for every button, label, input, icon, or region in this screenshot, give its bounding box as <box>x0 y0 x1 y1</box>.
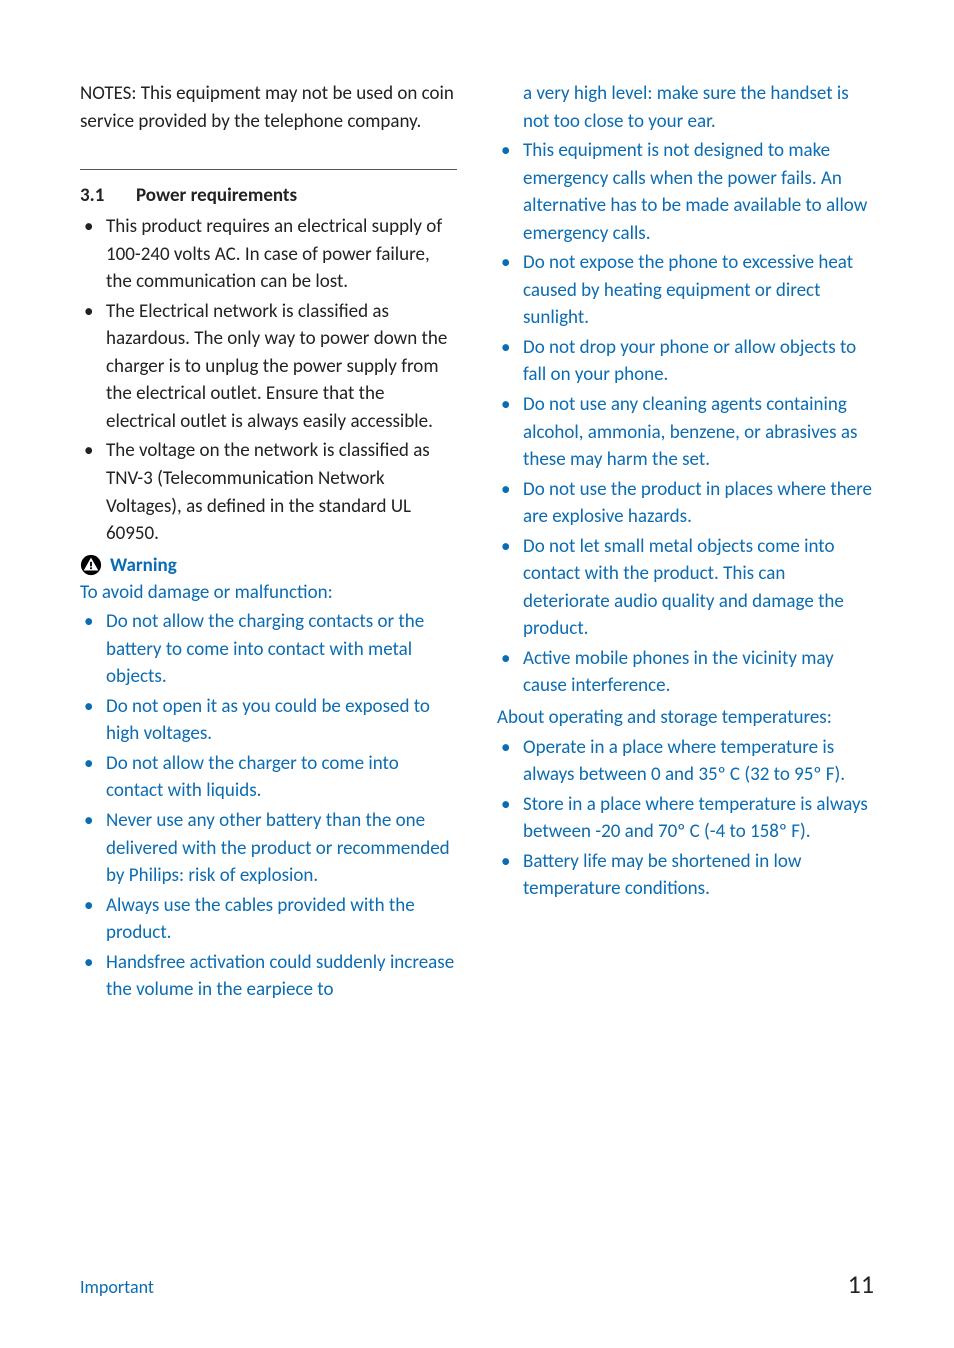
list-item: Battery life may be shortened in low tem… <box>497 848 874 903</box>
list-item: The voltage on the network is classified… <box>80 437 457 547</box>
footer-section-label: Important <box>80 1276 154 1298</box>
storage-heading: About operating and storage temperatures… <box>497 704 874 732</box>
warning-list-col2: This equipment is not designed to make e… <box>497 137 874 702</box>
list-item: Active mobile phones in the vicinity may… <box>497 645 874 700</box>
list-item: This product requires an electrical supp… <box>80 213 457 296</box>
list-item: Always use the cables provided with the … <box>80 892 457 947</box>
warning-label: Warning <box>110 554 177 577</box>
storage-list: Operate in a place where temperature is … <box>497 734 874 905</box>
footer-page-number: 11 <box>848 1268 874 1300</box>
list-item: This equipment is not designed to make e… <box>497 137 874 247</box>
list-item: Handsfree activation could suddenly incr… <box>80 949 457 1004</box>
list-item: The Electrical network is classified as … <box>80 298 457 436</box>
page-footer: Important 11 <box>80 1268 874 1300</box>
warning-triangle-icon <box>80 554 102 576</box>
intro-note: NOTES: This equipment may not be used on… <box>80 80 457 135</box>
list-item: Do not allow the charging contacts or th… <box>80 608 457 691</box>
list-item: Do not open it as you could be exposed t… <box>80 693 457 748</box>
list-item: Do not use any cleaning agents containin… <box>497 391 874 474</box>
list-item: Do not allow the charger to come into co… <box>80 750 457 805</box>
power-requirements-list: This product requires an electrical supp… <box>80 213 457 550</box>
list-item: Do not use the product in places where t… <box>497 476 874 531</box>
section-divider <box>80 169 457 170</box>
warning-list-col1: Do not allow the charging contacts or th… <box>80 608 457 1006</box>
section-title: Power requirements <box>136 184 297 207</box>
list-item: Never use any other battery than the one… <box>80 807 457 890</box>
warning-heading-row: Warning <box>80 554 457 577</box>
page-columns: NOTES: This equipment may not be used on… <box>80 80 874 1220</box>
list-item: Do not let small metal objects come into… <box>497 533 874 643</box>
warning-continuation: a very high level: make sure the handset… <box>497 80 874 135</box>
section-number: 3.1 <box>80 184 136 207</box>
section-heading: 3.1Power requirements <box>80 184 457 207</box>
list-item: Do not expose the phone to excessive hea… <box>497 249 874 332</box>
right-column: a very high level: make sure the handset… <box>497 80 874 1220</box>
list-item: Do not drop your phone or allow objects … <box>497 334 874 389</box>
warning-intro: To avoid damage or malfunction: <box>80 579 457 607</box>
list-item: Store in a place where temperature is al… <box>497 791 874 846</box>
list-item: Operate in a place where temperature is … <box>497 734 874 789</box>
left-column: NOTES: This equipment may not be used on… <box>80 80 457 1220</box>
